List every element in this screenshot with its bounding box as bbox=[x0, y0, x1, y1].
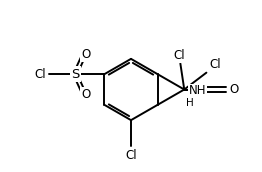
Text: O: O bbox=[81, 88, 90, 101]
Text: Cl: Cl bbox=[209, 58, 221, 71]
Text: O: O bbox=[81, 48, 90, 61]
Text: H: H bbox=[186, 98, 194, 108]
Text: Cl: Cl bbox=[125, 149, 137, 162]
Text: Cl: Cl bbox=[34, 68, 46, 81]
Text: O: O bbox=[230, 83, 239, 96]
Text: NH: NH bbox=[189, 84, 206, 97]
Text: Cl: Cl bbox=[173, 49, 185, 62]
Text: S: S bbox=[71, 68, 79, 81]
